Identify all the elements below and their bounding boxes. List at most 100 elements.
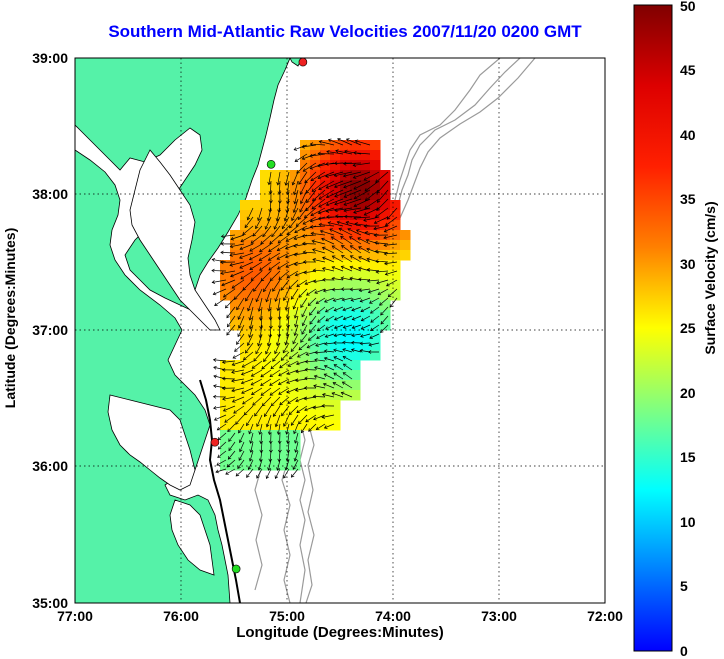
- velocity-arrow: [276, 252, 290, 260]
- velocity-arrow: [293, 297, 299, 310]
- velocity-arrowhead: [325, 209, 330, 213]
- velocity-cell: [300, 360, 311, 371]
- velocity-cell: [300, 300, 311, 311]
- velocity-cell: [260, 460, 271, 471]
- velocity-arrow: [308, 423, 317, 432]
- velocity-arrowhead: [284, 306, 289, 311]
- velocity-arrowhead: [277, 316, 282, 321]
- velocity-cell: [310, 310, 321, 321]
- velocity-arrowhead: [350, 340, 355, 345]
- velocity-arrowhead: [318, 196, 323, 200]
- velocity-cell: [370, 160, 381, 171]
- velocity-arrow: [343, 162, 362, 165]
- velocity-arrowhead: [214, 302, 218, 306]
- velocity-arrowhead: [347, 228, 351, 232]
- velocity-arrowhead: [232, 355, 237, 359]
- velocity-arrowhead: [288, 285, 292, 290]
- velocity-cell: [330, 390, 341, 401]
- velocity-arrowhead: [340, 265, 345, 270]
- velocity-cell: [330, 380, 341, 391]
- velocity-arrowhead: [236, 306, 240, 311]
- velocity-arrow: [260, 450, 263, 462]
- velocity-arrowhead: [314, 366, 318, 370]
- velocity-arrow: [297, 207, 308, 220]
- velocity-arrowhead: [298, 346, 303, 351]
- velocity-arrow: [311, 232, 326, 236]
- velocity-arrow: [312, 259, 326, 263]
- velocity-cell: [290, 390, 301, 401]
- velocity-arrow: [317, 315, 326, 323]
- velocity-cell: [260, 180, 271, 191]
- colorbar-tick-label: 10: [680, 514, 696, 530]
- velocity-arrow: [260, 315, 263, 329]
- velocity-arrow: [361, 315, 371, 321]
- velocity-arrowhead: [283, 475, 287, 479]
- velocity-arrowhead: [278, 372, 282, 377]
- velocity-cell: [220, 400, 231, 411]
- velocity-arrowhead: [360, 326, 365, 330]
- velocity-cell: [360, 180, 371, 191]
- velocity-arrowhead: [213, 365, 217, 370]
- velocity-arrow: [281, 216, 290, 229]
- velocity-cell: [260, 290, 271, 301]
- velocity-cell: [350, 220, 361, 231]
- velocity-arrowhead: [265, 423, 270, 428]
- velocity-cell: [380, 270, 391, 281]
- velocity-arrow: [265, 288, 272, 302]
- velocity-cell: [340, 320, 351, 331]
- velocity-arrow: [245, 288, 254, 302]
- velocity-cell: [390, 260, 401, 271]
- velocity-arrowhead: [268, 440, 273, 445]
- velocity-cell: [300, 240, 311, 251]
- velocity-cell: [370, 270, 381, 281]
- velocity-arrow: [286, 198, 290, 213]
- velocity-arrow: [220, 270, 236, 274]
- velocity-cell: [220, 290, 231, 301]
- velocity-arrowhead: [282, 349, 287, 354]
- velocity-arrow: [271, 396, 281, 406]
- velocity-arrowhead: [344, 149, 348, 154]
- velocity-cell: [350, 280, 361, 291]
- velocity-arrow: [342, 333, 353, 336]
- velocity-cell: [260, 360, 271, 371]
- velocity-arrow: [279, 306, 281, 320]
- velocity-cell: [350, 320, 361, 331]
- velocity-arrow: [235, 414, 245, 425]
- velocity-cell: [350, 290, 361, 301]
- velocity-arrow: [309, 315, 317, 325]
- velocity-arrow: [322, 247, 335, 254]
- velocity-arrowhead: [302, 241, 306, 246]
- velocity-arrowhead: [383, 251, 388, 256]
- velocity-cell: [250, 210, 261, 221]
- velocity-arrowhead: [276, 181, 281, 186]
- velocity-arrowhead: [345, 220, 350, 225]
- velocity-arrowhead: [291, 217, 295, 222]
- velocity-cell: [250, 330, 261, 341]
- velocity-cell: [370, 240, 381, 251]
- velocity-cell: [270, 290, 281, 301]
- velocity-arrowhead: [252, 402, 256, 406]
- velocity-arrow: [260, 270, 272, 282]
- velocity-cell: [260, 330, 271, 341]
- velocity-cell: [350, 350, 361, 361]
- velocity-arrow: [264, 405, 272, 417]
- velocity-arrow: [301, 306, 308, 317]
- velocity-cell: [300, 390, 311, 401]
- velocity-cell: [360, 290, 371, 301]
- velocity-arrowhead: [269, 382, 273, 386]
- velocity-arrowhead: [375, 259, 379, 264]
- velocity-arrowhead: [298, 420, 302, 425]
- velocity-arrowhead: [333, 333, 338, 338]
- velocity-arrow: [250, 441, 254, 453]
- velocity-cell: [250, 400, 261, 411]
- velocity-arrowhead: [340, 276, 345, 281]
- velocity-arrow: [324, 365, 335, 371]
- velocity-arrow: [250, 378, 263, 386]
- velocity-arrowhead: [358, 266, 362, 271]
- velocity-arrowhead: [334, 201, 338, 206]
- velocity-arrow: [334, 315, 344, 321]
- lon-tick-label: 73:00: [481, 608, 517, 624]
- velocity-cell: [270, 230, 281, 241]
- velocity-arrow: [368, 288, 380, 293]
- velocity-arrow: [301, 423, 308, 433]
